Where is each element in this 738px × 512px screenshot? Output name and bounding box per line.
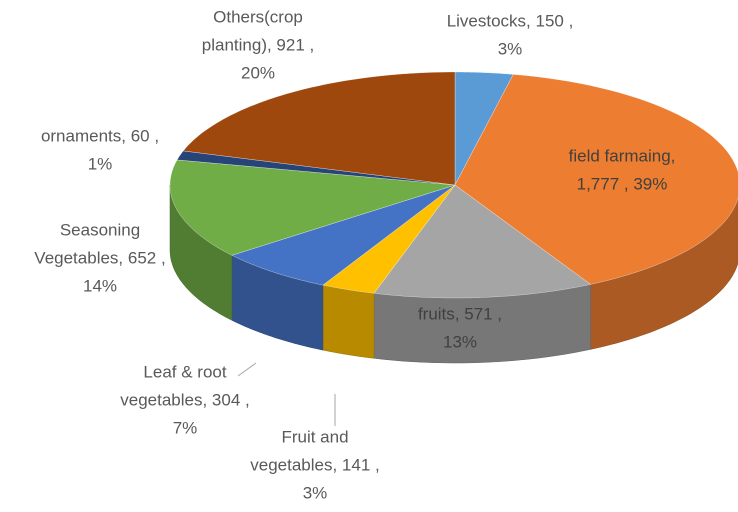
slice: [169, 159, 456, 256]
data-label: planting), 921 ,: [202, 35, 314, 54]
slice: [454, 74, 738, 285]
data-label: Vegetables, 652 ,: [34, 248, 165, 267]
slice: [454, 71, 514, 186]
data-label: fruits, 571 ,: [418, 304, 502, 323]
data-label: 20%: [241, 63, 275, 82]
data-label: 7%: [173, 418, 198, 437]
slice: [183, 71, 456, 186]
data-label: Leaf & root: [143, 362, 226, 381]
data-label: 3%: [498, 39, 523, 58]
data-label: ornaments, 60 ,: [41, 126, 159, 145]
slice: [373, 184, 591, 299]
slice: [231, 184, 456, 286]
data-label: Seasoning: [60, 220, 140, 239]
labels: Livestocks, 150 , 3% field farmaing, 1,777 …: [34, 7, 675, 502]
data-label: 1,777 , 39%: [577, 174, 668, 193]
data-label: field farmaing,: [569, 146, 676, 165]
data-label: 1%: [88, 154, 113, 173]
slice: [322, 184, 456, 294]
slice-sides: [169, 185, 738, 364]
slice-side: [322, 284, 375, 359]
data-label: 14%: [83, 276, 117, 295]
slice-tops: [169, 71, 738, 299]
leader-line: [237, 362, 257, 377]
data-label: Others(crop: [213, 7, 303, 26]
data-label: vegetables, 304 ,: [120, 390, 249, 409]
slice: [176, 150, 456, 186]
data-label: 3%: [303, 483, 328, 502]
data-label: Fruit and: [281, 427, 348, 446]
data-label: 13%: [443, 332, 477, 351]
data-label: Livestocks, 150 ,: [447, 11, 574, 30]
data-label: vegetables, 141 ,: [250, 455, 379, 474]
